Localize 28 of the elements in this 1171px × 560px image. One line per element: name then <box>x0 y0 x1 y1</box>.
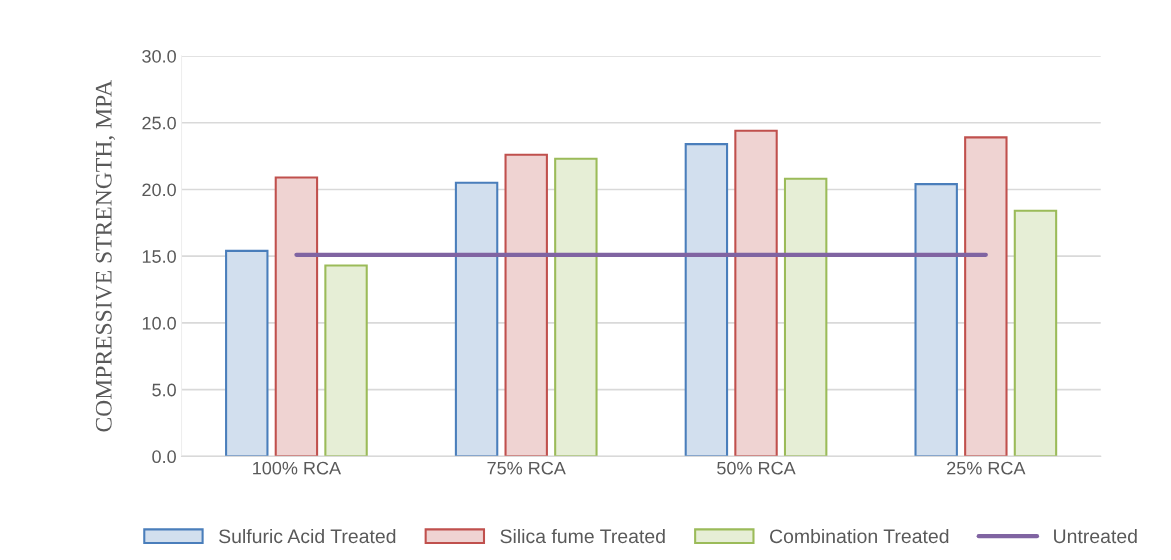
y-tick-label: 30.0 <box>142 49 176 63</box>
bar <box>684 143 729 457</box>
y-tick-label: 5.0 <box>152 383 176 397</box>
bar <box>554 157 598 457</box>
y-tick-label: 25.0 <box>142 116 176 130</box>
bar <box>734 129 778 457</box>
bar <box>274 176 319 457</box>
y-axis-title: COMPRESSIVE STRENGTH, MPA <box>95 80 116 432</box>
legend-label: Combination Treated <box>770 528 949 544</box>
x-tick-label: 50% RCA <box>717 461 796 475</box>
y-tick-label: 20.0 <box>142 183 176 197</box>
legend-label: Untreated <box>1054 528 1137 544</box>
y-tick-label: 15.0 <box>142 250 176 263</box>
x-tick-label: 100% RCA <box>253 461 342 475</box>
bar <box>914 183 958 457</box>
x-tick-label: 25% RCA <box>947 461 1026 475</box>
bar <box>324 264 368 457</box>
bar <box>783 177 828 457</box>
bar <box>225 249 269 457</box>
legend-label: Sulfuric Acid Treated <box>219 528 396 544</box>
y-tick-label: 0.0 <box>152 450 176 464</box>
y-tick-label: 10.0 <box>142 316 176 330</box>
bar <box>964 136 1008 457</box>
bar <box>1013 209 1058 457</box>
bar <box>454 181 499 457</box>
bar <box>504 153 548 457</box>
legend-label: Silica fume Treated <box>500 528 665 544</box>
x-tick-label: 75% RCA <box>487 461 566 475</box>
